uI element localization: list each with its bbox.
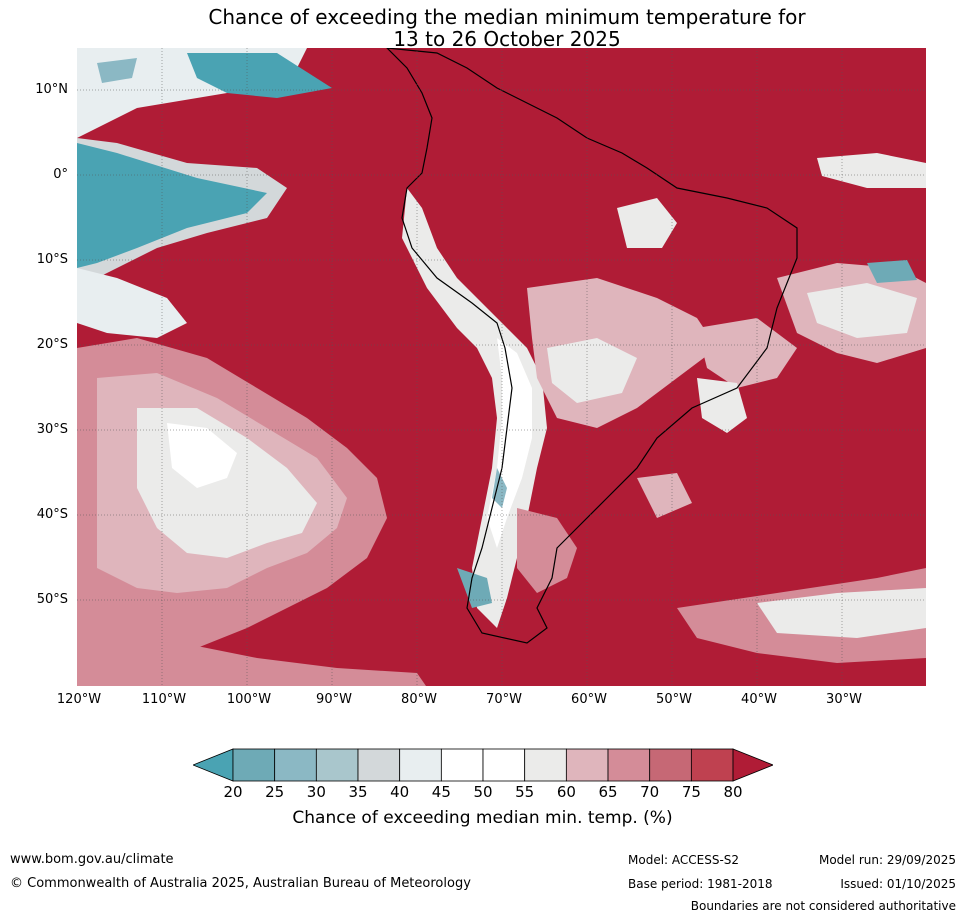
map-title-line1: Chance of exceeding the median minimum t…	[208, 5, 806, 29]
lon-label-100w: 100°W	[226, 692, 272, 707]
colorbar	[191, 748, 775, 786]
colorbar-tick-45: 45	[431, 783, 451, 801]
region-eq-pacific-blue	[77, 143, 267, 268]
colorbar-tick-75: 75	[681, 783, 701, 801]
lon-label-90w: 90°W	[316, 692, 352, 707]
colorbar-extend-low	[191, 748, 234, 782]
colorbar-svg	[191, 748, 775, 782]
colorbar-segment-35-40	[357, 748, 401, 782]
region-atlantic-north-light	[817, 153, 926, 188]
colorbar-segment-25-30	[274, 748, 317, 782]
lat-label-10n: 10°N	[35, 82, 68, 97]
lat-label-30s: 30°S	[36, 422, 68, 437]
lon-label-120w: 120°W	[56, 692, 102, 707]
colorbar-tick-25: 25	[265, 783, 285, 801]
region-se-pacific-core	[167, 423, 237, 488]
colorbar-tick-55: 55	[515, 783, 535, 801]
colorbar-label: Chance of exceeding median min. temp. (%…	[292, 808, 673, 828]
lon-label-70w: 70°W	[486, 692, 522, 707]
lat-label-10s: 10°S	[36, 252, 68, 267]
colorbar-tick-20: 20	[223, 783, 243, 801]
colorbar-extend-high	[732, 748, 775, 782]
lon-label-50w: 50°W	[656, 692, 692, 707]
colorbar-segment-40-45	[399, 748, 442, 782]
lon-label-60w: 60°W	[571, 692, 607, 707]
lon-label-110w: 110°W	[141, 692, 187, 707]
colorbar-tick-80: 80	[723, 783, 743, 801]
region-patagonia-pink	[517, 508, 577, 593]
region-sa-central-light	[547, 338, 637, 403]
colorbar-tick-35: 35	[348, 783, 368, 801]
colorbar-segment-75-80	[690, 748, 734, 782]
region-south-atlantic-white	[757, 588, 926, 638]
region-andes-light	[402, 188, 547, 628]
map-title-line2: 13 to 26 October 2025	[393, 27, 621, 51]
footer-model: Model: ACCESS-S2	[628, 853, 740, 867]
footer-base-period: Base period: 1981-2018	[628, 877, 773, 891]
colorbar-tick-70: 70	[640, 783, 660, 801]
colorbar-segment-45-50	[440, 748, 484, 782]
colorbar-segments	[191, 748, 775, 782]
region-andes-blue-spot	[492, 468, 507, 508]
footer-model-run: Model run: 29/09/2025	[818, 853, 956, 867]
region-amazon-light	[617, 198, 677, 248]
colorbar-segment-60-65	[565, 748, 609, 782]
lat-label-0: 0°	[53, 167, 68, 182]
colorbar-segment-55-60	[524, 748, 567, 782]
colorbar-segment-20-25	[232, 748, 276, 782]
colorbar-tick-50: 50	[473, 783, 493, 801]
map-canvas	[77, 48, 926, 686]
lat-label-50s: 50°S	[36, 592, 68, 607]
region-patagonia-blue	[457, 568, 492, 608]
lon-label-30w: 30°W	[826, 692, 862, 707]
colorbar-tick-65: 65	[598, 783, 618, 801]
colorbar-tick-40: 40	[390, 783, 410, 801]
footer-issued: Issued: 01/10/2025	[840, 877, 956, 891]
lon-label-40w: 40°W	[741, 692, 777, 707]
lon-label-80w: 80°W	[401, 692, 437, 707]
footer-copyright: © Commonwealth of Australia 2025, Austra…	[10, 876, 471, 891]
colorbar-tick-30: 30	[306, 783, 326, 801]
colorbar-segment-65-70	[607, 748, 651, 782]
footer-website: www.bom.gov.au/climate	[10, 852, 174, 867]
region-atlantic-white	[807, 283, 917, 338]
region-pacific-nw-blue	[187, 53, 332, 98]
colorbar-segment-50-55	[482, 748, 526, 782]
map-gridlines	[77, 48, 926, 686]
region-pacific-nw-blue2	[97, 58, 137, 83]
lat-label-20s: 20°S	[36, 337, 68, 352]
region-atlantic-blue	[867, 260, 917, 283]
region-brazil-pink	[697, 318, 797, 388]
south-america-coastline	[386, 48, 798, 644]
region-pacific-light-patch	[77, 268, 187, 338]
colorbar-segment-30-35	[315, 748, 359, 782]
lat-label-40s: 40°S	[36, 507, 68, 522]
colorbar-segment-70-75	[649, 748, 692, 782]
colorbar-tick-60: 60	[556, 783, 576, 801]
forecast-map	[77, 48, 926, 686]
footer-disclaimer: Boundaries are not considered authoritat…	[690, 899, 956, 913]
region-atlantic-south-light	[697, 378, 747, 433]
region-atlantic-pink2	[637, 473, 692, 518]
region-south-pink	[77, 638, 426, 686]
